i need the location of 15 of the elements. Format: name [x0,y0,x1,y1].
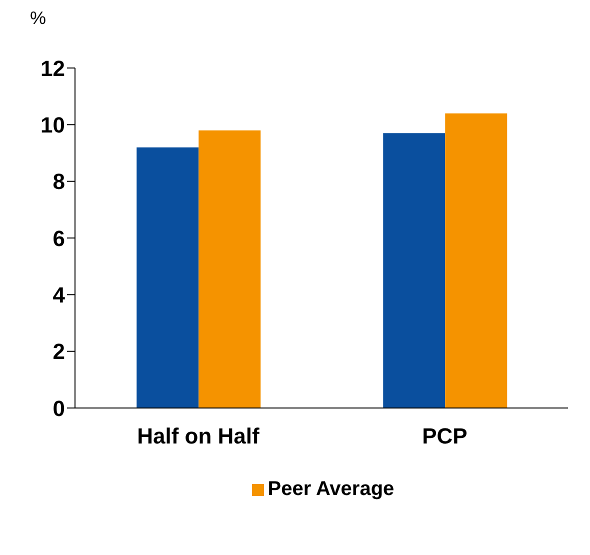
bar [198,130,261,408]
bar [383,133,446,408]
x-tick-label: PCP [422,424,468,449]
y-tick-label: 0 [52,396,65,421]
y-tick-label: 10 [40,112,65,138]
y-tick-label: 8 [52,169,65,194]
y-tick-label: 12 [40,56,65,81]
x-tick-label: Half on Half [137,424,260,449]
y-tick-label: 4 [52,282,66,308]
legend-label: Peer Average [268,478,394,501]
bar [445,113,508,408]
bar [136,147,199,408]
y-tick-label: 6 [52,226,65,251]
y-axis-title: % [29,8,48,30]
y-tick-label: 2 [52,339,65,364]
